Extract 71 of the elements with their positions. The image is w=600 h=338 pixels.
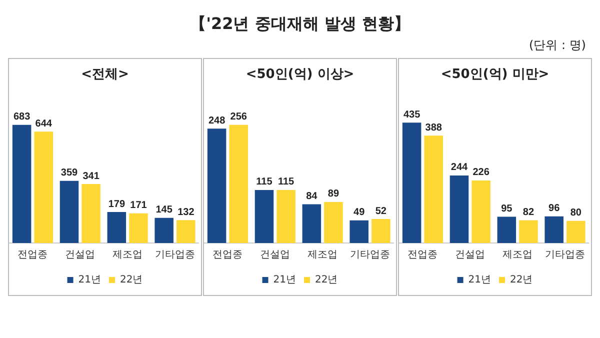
- bar: [324, 202, 343, 243]
- x-tick-label: 기타업종: [155, 250, 195, 261]
- bar: [12, 124, 32, 243]
- bar: [566, 220, 586, 243]
- bar: [60, 180, 79, 243]
- bar: [519, 220, 538, 243]
- bar: [402, 122, 422, 243]
- text: (단위 : 명): [528, 37, 587, 54]
- chart-title: <50인(억) 이상>: [246, 67, 354, 82]
- legend-label: 22년: [315, 274, 338, 286]
- data-label: 89: [328, 188, 340, 200]
- bar: [176, 220, 196, 243]
- bar: [254, 190, 274, 243]
- data-label: 388: [425, 122, 442, 134]
- chart-title: <전체>: [81, 67, 129, 82]
- data-label: 341: [82, 170, 100, 182]
- bar: [229, 124, 248, 243]
- bar: [107, 212, 126, 243]
- data-label: 248: [208, 115, 226, 126]
- x-tick-label: 기타업종: [545, 250, 585, 261]
- data-label: 644: [35, 118, 52, 130]
- data-label: 256: [230, 112, 248, 123]
- bar: [129, 213, 148, 243]
- bar: [154, 218, 174, 243]
- data-label: 171: [130, 200, 148, 212]
- data-label: 80: [570, 208, 582, 219]
- x-tick-label: 제조업: [502, 250, 533, 261]
- x-tick-label: 전업종: [212, 250, 243, 261]
- legend-label: 22년: [510, 274, 533, 286]
- data-label: 82: [522, 207, 534, 218]
- data-label: 226: [472, 167, 490, 178]
- legend-label: 21년: [468, 274, 492, 286]
- x-tick-label: 전업종: [18, 250, 48, 261]
- bar: [450, 175, 469, 243]
- data-label: 145: [156, 204, 173, 216]
- x-tick-label: 전업종: [408, 250, 438, 261]
- data-label: 95: [501, 203, 513, 214]
- x-tick-label: 제조업: [308, 250, 338, 261]
- bar: [82, 184, 100, 243]
- bar: [350, 220, 368, 243]
- data-label: 115: [278, 176, 295, 188]
- legend-label: 22년: [120, 274, 143, 286]
- data-label: 435: [403, 109, 421, 120]
- bar: [302, 204, 322, 243]
- x-tick-label: 건설업: [455, 250, 486, 261]
- data-label: 84: [306, 191, 318, 202]
- chart-title: <50인(억) 미만>: [440, 67, 550, 82]
- bar: [34, 132, 54, 243]
- legend-label: 21년: [78, 274, 102, 286]
- bar: [276, 190, 296, 243]
- legend-label: 21년: [273, 274, 296, 286]
- data-label: 244: [450, 162, 468, 174]
- data-label: 359: [60, 168, 78, 179]
- x-tick-label: 제조업: [112, 250, 143, 261]
- bar: [544, 216, 564, 243]
- data-label: 52: [375, 206, 387, 217]
- data-label: 179: [108, 198, 126, 210]
- text: 【'22년 중대재해 발생 현황】: [189, 13, 411, 35]
- data-label: 683: [13, 112, 31, 123]
- bar: [372, 219, 390, 243]
- data-label: 115: [256, 176, 273, 188]
- data-label: 132: [178, 206, 195, 218]
- bar: [472, 180, 490, 243]
- bar: [207, 128, 226, 243]
- x-tick-label: 건설업: [65, 250, 96, 261]
- bar: [424, 136, 444, 243]
- data-label: 49: [354, 207, 366, 218]
- x-tick-label: 기타업종: [350, 250, 390, 261]
- bar: [497, 216, 516, 243]
- x-tick-label: 건설업: [260, 250, 290, 261]
- data-label: 96: [548, 203, 560, 214]
